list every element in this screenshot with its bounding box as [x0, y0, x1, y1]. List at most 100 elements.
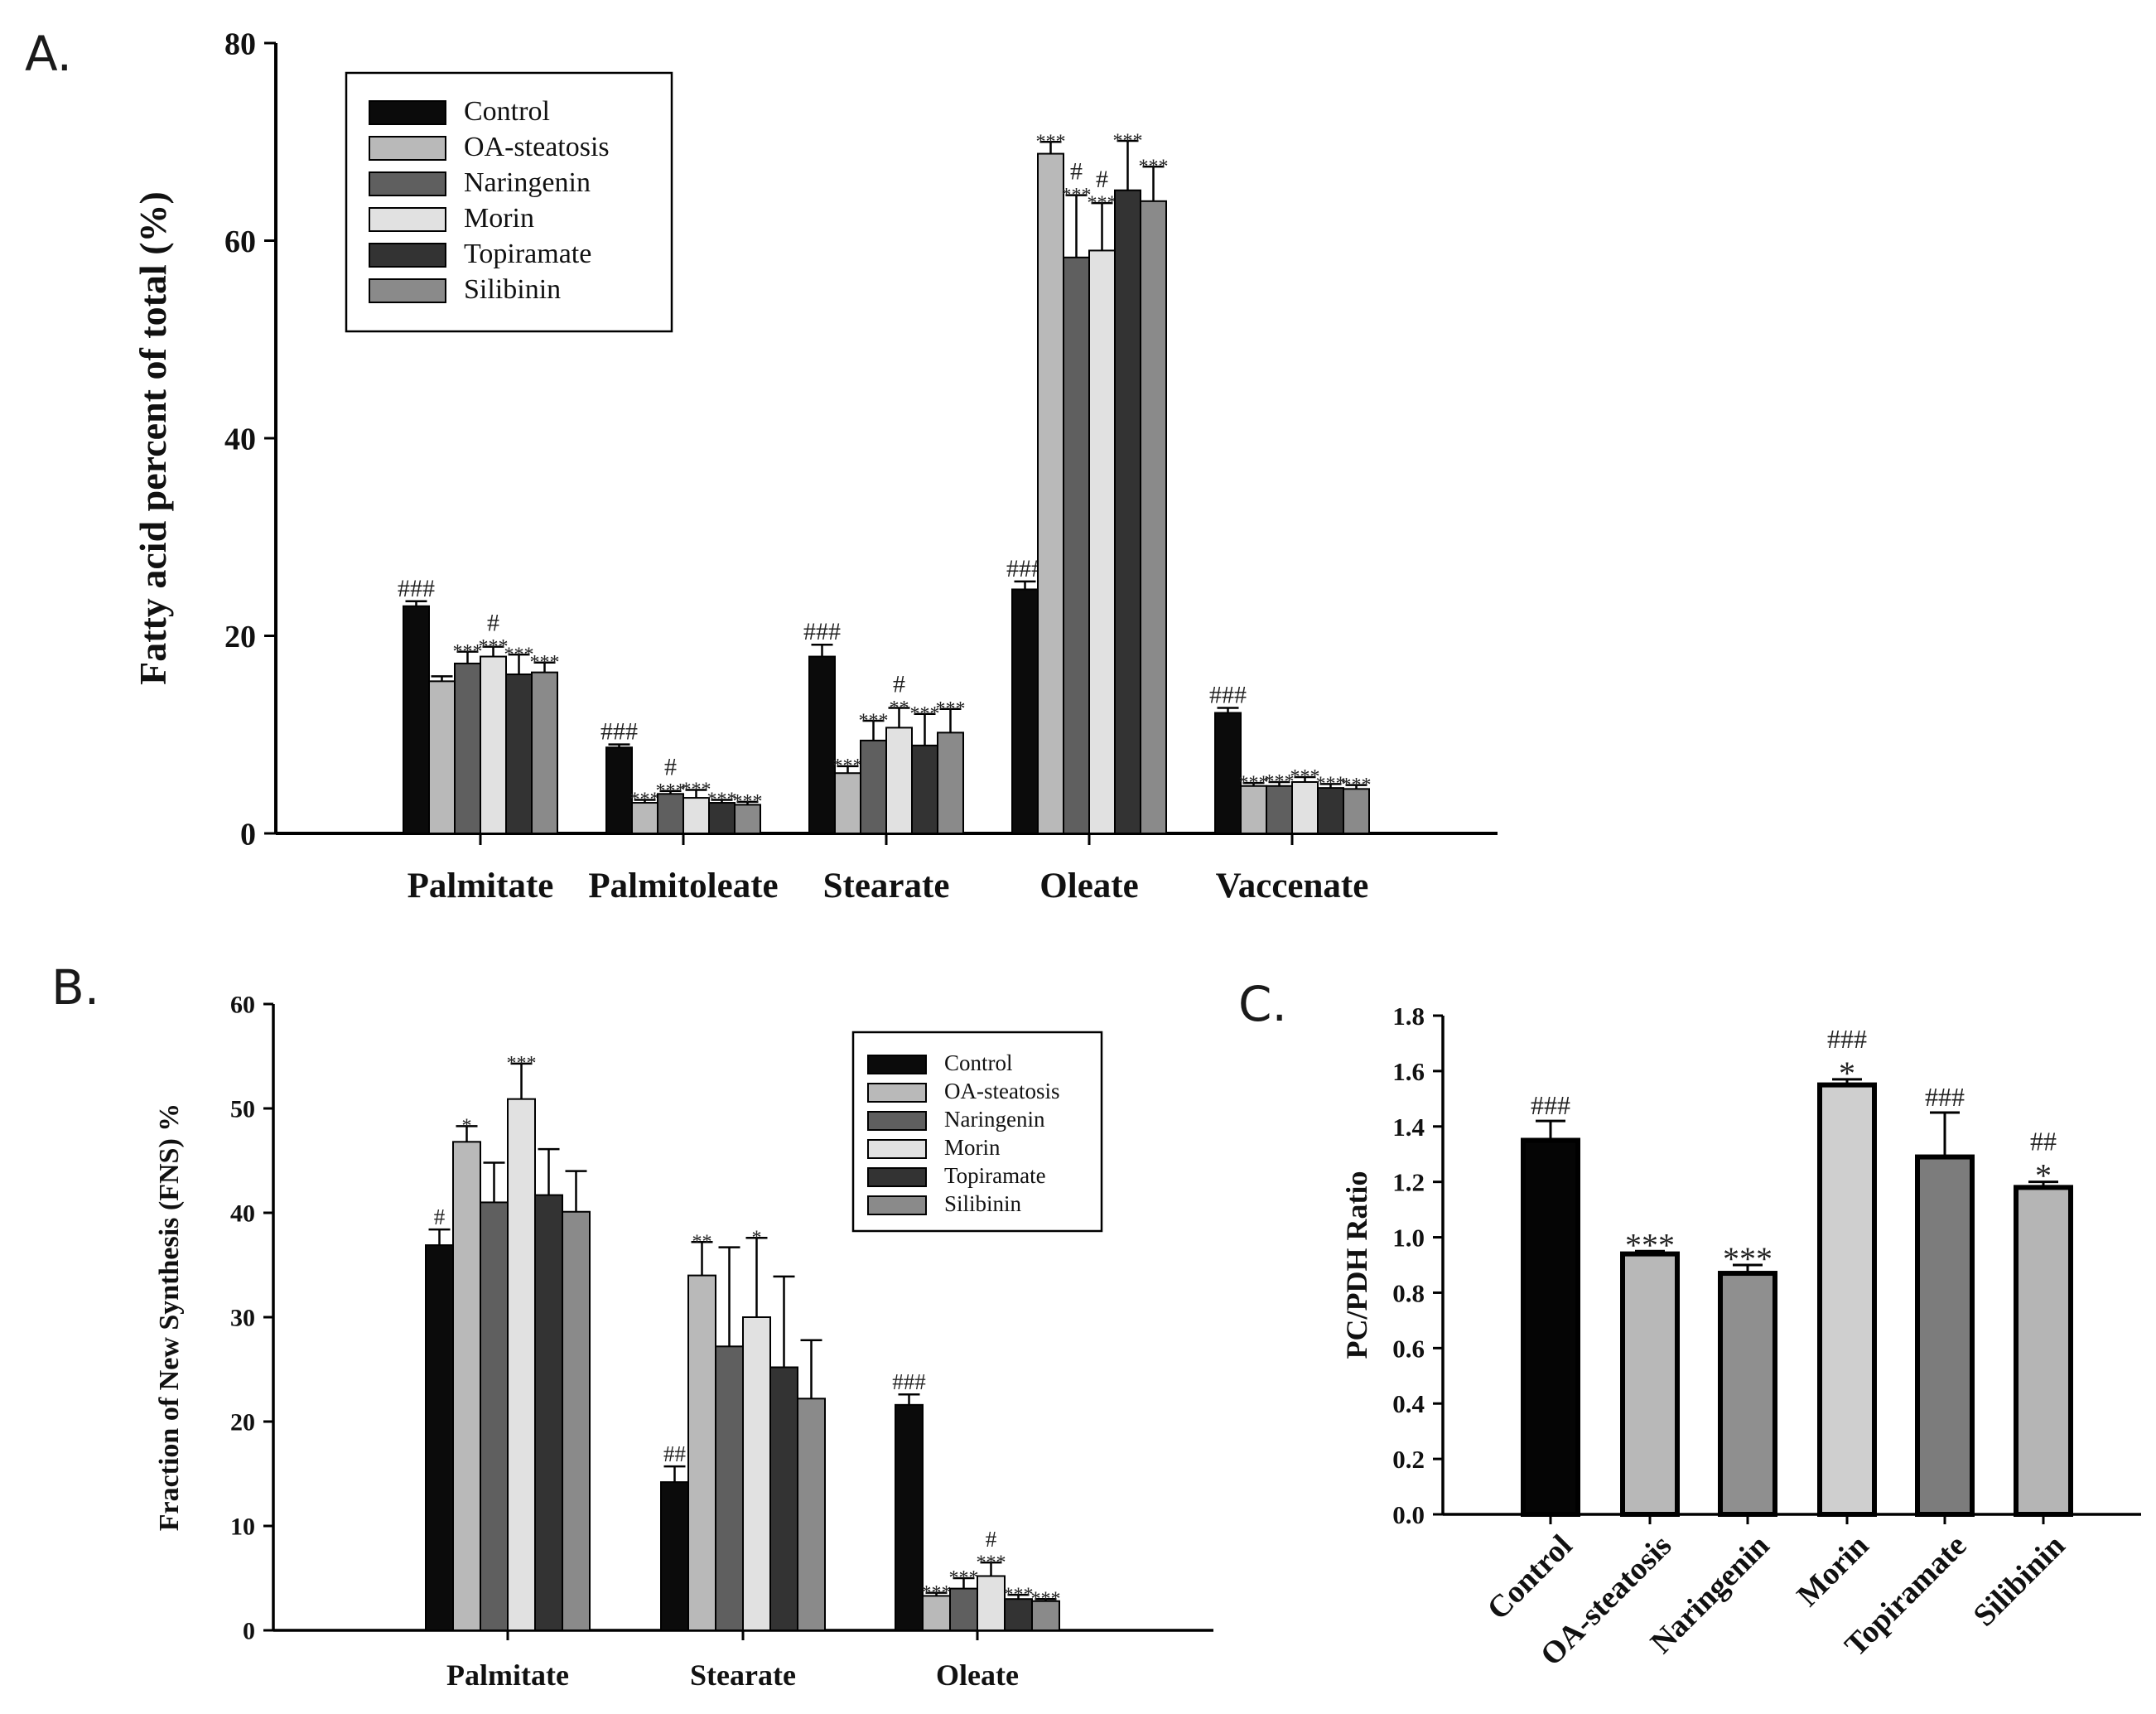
significance-mark: *** [922, 1582, 952, 1604]
y-tick-label: 0 [240, 817, 256, 852]
y-tick-label: 20 [224, 620, 256, 654]
significance-mark: ### [600, 718, 638, 746]
bar-palmitate-control [425, 1244, 454, 1632]
y-tick-label: 0 [243, 1618, 255, 1645]
bar-oleate-oa-steatosis [1037, 152, 1064, 834]
significance-mark: # [1096, 166, 1108, 193]
significance-mark: *** [733, 791, 763, 813]
bar-stearate-control [808, 655, 836, 834]
significance-mark: ** [692, 1231, 712, 1253]
legend-label-morin: Morin [944, 1135, 1001, 1160]
bar-palmitate-naringenin [480, 1201, 509, 1631]
panel-c: C. 0.0 0.2 0.4 0.6 0.8 1.0 1.2 1.4 1.6 1.8 PC/PDH … [1238, 976, 2141, 1673]
significance-star: * [1839, 1055, 1855, 1092]
significance-mark: *** [1342, 775, 1372, 796]
y-axis-title: Fraction of New Synthesis (FNS) % [154, 1103, 185, 1532]
y-tick-label: 60 [230, 992, 255, 1019]
bar-palmitate-morin [480, 655, 507, 834]
panel-a-letter: A. [25, 26, 72, 82]
legend-swatch-topiramate [867, 1167, 927, 1187]
bar-oleate-silibinin [1140, 200, 1167, 835]
significance-star: *** [1625, 1226, 1675, 1263]
y-tick-label: 40 [224, 422, 256, 456]
legend-label-control: Control [944, 1050, 1013, 1075]
bar-palmitate-control [403, 605, 430, 834]
bar-naringenin [1718, 1271, 1777, 1517]
y-axis-title: PC/PDH Ratio [1340, 1171, 1373, 1359]
category-label-stearate: Stearate [823, 867, 950, 905]
y-tick-label: 80 [224, 27, 256, 61]
significance-mark: *** [833, 756, 863, 777]
significance-mark: *** [859, 710, 889, 731]
significance-star: * [2035, 1157, 2052, 1195]
y-tick-label: 1.8 [1392, 1002, 1425, 1031]
bar-stearate-oa-steatosis [687, 1274, 716, 1631]
significance-mark: # [487, 609, 499, 636]
significance-mark: # [434, 1205, 446, 1229]
y-tick-label: 50 [230, 1096, 255, 1123]
legend: Control OA-steatosis Naringenin Morin Topira… [851, 1031, 1103, 1233]
significance-mark: ### [803, 618, 841, 645]
legend-label-topiramate: Topiramate [464, 239, 591, 269]
bar-stearate-control [660, 1481, 689, 1631]
legend-swatch-morin [369, 207, 446, 232]
significance-mark: *** [507, 1053, 537, 1074]
y-tick-label: 0.2 [1392, 1445, 1425, 1474]
legend-swatch-control [369, 100, 446, 125]
y-tick-label: 0.0 [1392, 1500, 1425, 1529]
legend-swatch-oa-steatosis [369, 136, 446, 161]
significance-mark: *** [656, 780, 686, 802]
significance-hash: ### [1531, 1090, 1570, 1120]
panel-b: B. 0 10 20 30 40 50 60 Fraction of New Synthesi… [51, 959, 1213, 1692]
legend-label-oa-steatosis: OA-steatosis [464, 132, 610, 162]
bar-oleate-topiramate [1004, 1598, 1033, 1631]
bar-stearate-naringenin [860, 739, 887, 835]
category-label-oleate: Oleate [936, 1658, 1019, 1692]
legend-swatch-naringenin [867, 1111, 927, 1131]
bar-palmitate-morin [507, 1098, 536, 1632]
significance-mark: *** [1316, 774, 1346, 795]
bar-stearate-morin [885, 727, 913, 835]
significance-mark: *** [707, 789, 737, 811]
y-tick-label: 0.6 [1392, 1334, 1425, 1363]
panel-b-letter: B. [51, 959, 99, 1016]
y-tick-label: 1.2 [1392, 1168, 1425, 1197]
bar-oleate-control [1011, 588, 1039, 834]
significance-mark: *** [936, 698, 966, 720]
significance-mark: *** [1004, 1584, 1034, 1605]
legend-label-silibinin: Silibinin [944, 1191, 1022, 1216]
significance-mark: *** [949, 1567, 979, 1589]
legend-label-naringenin: Naringenin [464, 167, 591, 198]
legend-swatch-topiramate [369, 243, 446, 268]
legend-label-oa-steatosis: OA-steatosis [944, 1079, 1059, 1103]
category-label-oleate: Oleate [1039, 867, 1138, 905]
category-label-vaccenate: Vaccenate [1216, 867, 1369, 905]
legend: Control OA-steatosis Naringenin Morin Topira… [345, 71, 673, 333]
bar-vaccenate-oa-steatosis [1240, 785, 1267, 835]
bar-stearate-topiramate [911, 744, 938, 834]
bar-stearate-oa-steatosis [834, 772, 861, 835]
bar-stearate-silibinin [937, 731, 964, 834]
significance-mark: # [1070, 157, 1083, 185]
bar-palmitate-silibinin [531, 671, 558, 834]
y-axis-title: Fatty acid percent of total (%) [132, 191, 174, 685]
significance-mark: ### [398, 575, 435, 602]
bar-palmitate-topiramate [534, 1194, 563, 1631]
bar-stearate-naringenin [715, 1345, 744, 1632]
legend-swatch-silibinin [867, 1195, 927, 1215]
significance-star: *** [1723, 1240, 1773, 1277]
category-label-silibinin: Silibinin [1967, 1528, 2072, 1634]
bar-oleate-naringenin [949, 1587, 978, 1631]
significance-mark: *** [1062, 185, 1092, 206]
significance-mark: * [752, 1227, 762, 1248]
category-label-palmitate: Palmitate [408, 867, 554, 905]
significance-mark: # [986, 1527, 997, 1552]
bar-stearate-silibinin [797, 1398, 826, 1632]
bar-oleate-silibinin [1031, 1600, 1060, 1631]
legend-swatch-morin [867, 1139, 927, 1159]
bar-palmitate-topiramate [505, 674, 533, 834]
y-tick-label: 1.6 [1392, 1057, 1425, 1086]
bar-oleate-naringenin [1063, 256, 1090, 834]
significance-mark: *** [1290, 766, 1320, 788]
